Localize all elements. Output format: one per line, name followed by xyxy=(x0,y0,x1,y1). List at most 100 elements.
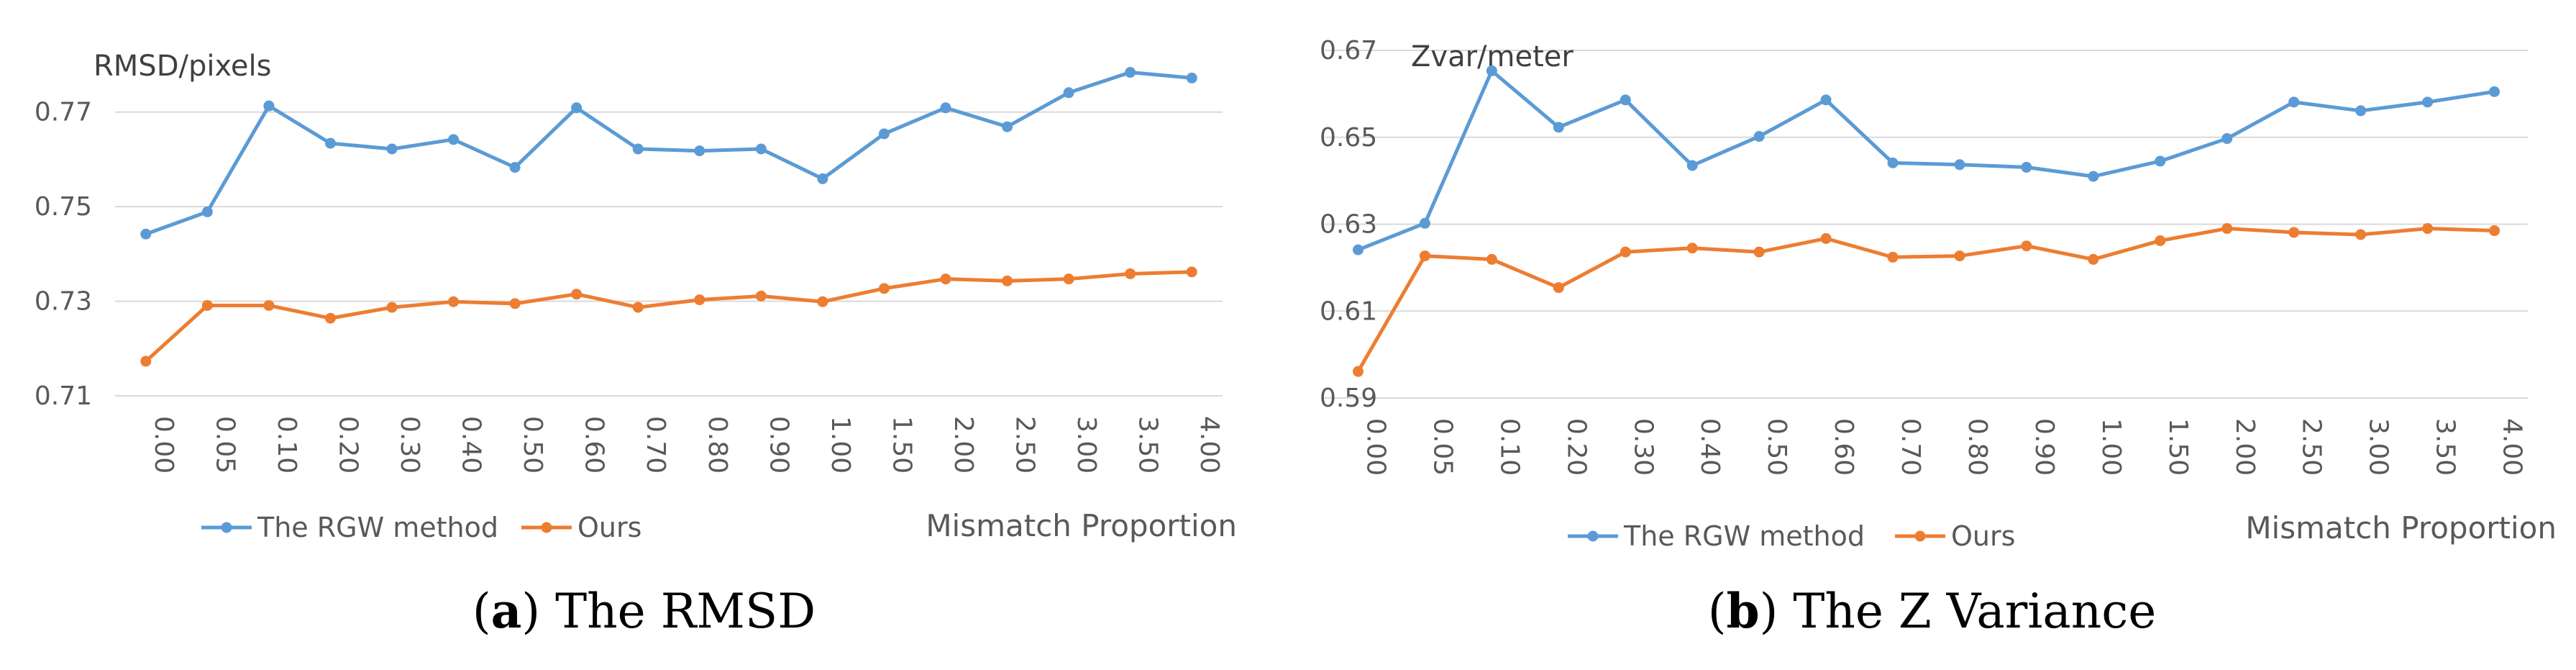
x-tick-label: 0.30 xyxy=(1628,418,1658,476)
x-tick-label: 0.30 xyxy=(395,416,424,474)
point-rgw xyxy=(1753,131,1765,142)
point-ours xyxy=(448,296,460,307)
point-ours xyxy=(1486,253,1497,265)
x-tick-label: 0.20 xyxy=(333,416,362,474)
point-ours xyxy=(755,290,767,302)
series-line-rgw xyxy=(1357,68,2495,252)
point-ours xyxy=(1063,273,1074,285)
point-ours xyxy=(878,283,890,294)
point-rgw xyxy=(2489,86,2500,97)
x-tick-label: 0.10 xyxy=(1494,418,1524,476)
x-axis-label: Mismatch Proportion xyxy=(2245,510,2557,545)
y-tick-label: 0.75 xyxy=(35,192,92,222)
point-rgw xyxy=(386,143,398,155)
point-ours xyxy=(940,273,951,285)
y-tick-label: 0.71 xyxy=(35,381,92,411)
point-rgw xyxy=(201,206,213,217)
point-rgw xyxy=(755,143,767,155)
x-tick-label: 0.70 xyxy=(641,416,670,474)
series-line-ours xyxy=(145,270,1192,363)
x-tick-label: 0.05 xyxy=(210,416,239,474)
x-tick-label: 1.00 xyxy=(2096,418,2126,476)
point-ours xyxy=(324,312,336,324)
y-tick-label: 0.65 xyxy=(1320,123,1377,153)
point-ours xyxy=(817,296,828,307)
point-ours xyxy=(1954,250,1965,262)
y-tick-label: 0.73 xyxy=(35,287,92,317)
x-tick-label: 0.50 xyxy=(518,416,547,474)
y-tick-label: 0.67 xyxy=(1320,36,1377,65)
point-ours xyxy=(2355,229,2367,240)
x-tick-label: 1.00 xyxy=(826,416,855,474)
point-ours xyxy=(386,302,398,313)
point-rgw xyxy=(940,102,951,114)
point-rgw xyxy=(571,102,583,114)
point-ours xyxy=(2422,223,2434,235)
x-axis-label: Mismatch Proportion xyxy=(926,508,1237,543)
point-rgw xyxy=(2221,133,2233,145)
point-ours xyxy=(1186,266,1197,278)
x-tick-label: 0.40 xyxy=(1695,418,1725,476)
point-rgw xyxy=(1125,67,1136,78)
panel-zvar: 0.59 0.61 0.63 0.65 0.67 Zvar/meter 0.00 0.05 0.… xyxy=(1288,0,2576,670)
point-rgw xyxy=(1620,94,1631,106)
legend-label: The RGW method xyxy=(1623,520,1865,552)
point-ours xyxy=(2288,227,2300,238)
point-rgw xyxy=(2088,171,2099,182)
point-ours xyxy=(201,299,213,311)
point-rgw xyxy=(817,173,828,184)
point-rgw xyxy=(1002,121,1013,132)
point-ours xyxy=(1620,246,1631,258)
point-ours xyxy=(1686,243,1698,254)
point-rgw xyxy=(1820,94,1832,106)
point-ours xyxy=(1887,251,1899,263)
x-tick-label: 2.00 xyxy=(2230,418,2260,476)
point-ours xyxy=(2221,223,2233,235)
point-rgw xyxy=(2422,96,2434,108)
point-rgw xyxy=(878,128,890,140)
x-tick-label: 0.50 xyxy=(1762,418,1791,476)
x-tick-label: 0.90 xyxy=(764,416,793,474)
x-tick-label: 0.10 xyxy=(272,416,301,474)
x-tick-label: 2.50 xyxy=(2297,418,2326,476)
x-tick-label: 0.70 xyxy=(1896,418,1925,476)
x-tick-label: 0.60 xyxy=(1829,418,1858,476)
y-tick-label: 0.59 xyxy=(1320,384,1377,413)
x-tick-label: 1.50 xyxy=(2163,418,2193,476)
point-rgw xyxy=(2355,105,2367,117)
legend-label: Ours xyxy=(577,512,641,543)
legend-marker xyxy=(1587,530,1599,542)
x-tick-label: 0.80 xyxy=(703,416,732,474)
point-rgw xyxy=(632,143,644,155)
legend-marker xyxy=(1914,530,1926,542)
caption-a: (a) The RMSD xyxy=(472,583,816,639)
point-rgw xyxy=(140,228,152,240)
point-rgw xyxy=(694,145,705,157)
point-rgw xyxy=(509,162,521,173)
point-ours xyxy=(2155,235,2166,246)
series-line-ours xyxy=(1356,227,2495,373)
x-tick-label: 0.20 xyxy=(1561,418,1591,476)
x-tick-label: 3.00 xyxy=(2364,418,2393,476)
gridlines xyxy=(115,111,1223,397)
x-tick-label: 0.05 xyxy=(1428,418,1457,476)
gridlines xyxy=(1325,50,2528,399)
x-tick-label: 0.90 xyxy=(2029,418,2059,476)
point-ours xyxy=(2088,253,2099,265)
point-rgw xyxy=(1553,122,1564,133)
x-tick-label: 3.00 xyxy=(1072,416,1101,474)
x-tick-label: 0.60 xyxy=(580,416,609,474)
x-tick-label: 0.00 xyxy=(149,416,178,474)
y-tick-label: 0.63 xyxy=(1320,210,1377,240)
point-ours xyxy=(140,356,152,367)
point-ours xyxy=(1753,246,1765,258)
point-ours xyxy=(1125,268,1136,279)
point-ours xyxy=(1820,232,1832,244)
point-rgw xyxy=(1486,65,1497,76)
point-ours xyxy=(632,302,644,313)
point-ours xyxy=(694,294,705,306)
x-tick-label: 2.00 xyxy=(949,416,978,474)
y-tick-label: 0.77 xyxy=(35,98,92,127)
point-ours xyxy=(1419,250,1430,262)
